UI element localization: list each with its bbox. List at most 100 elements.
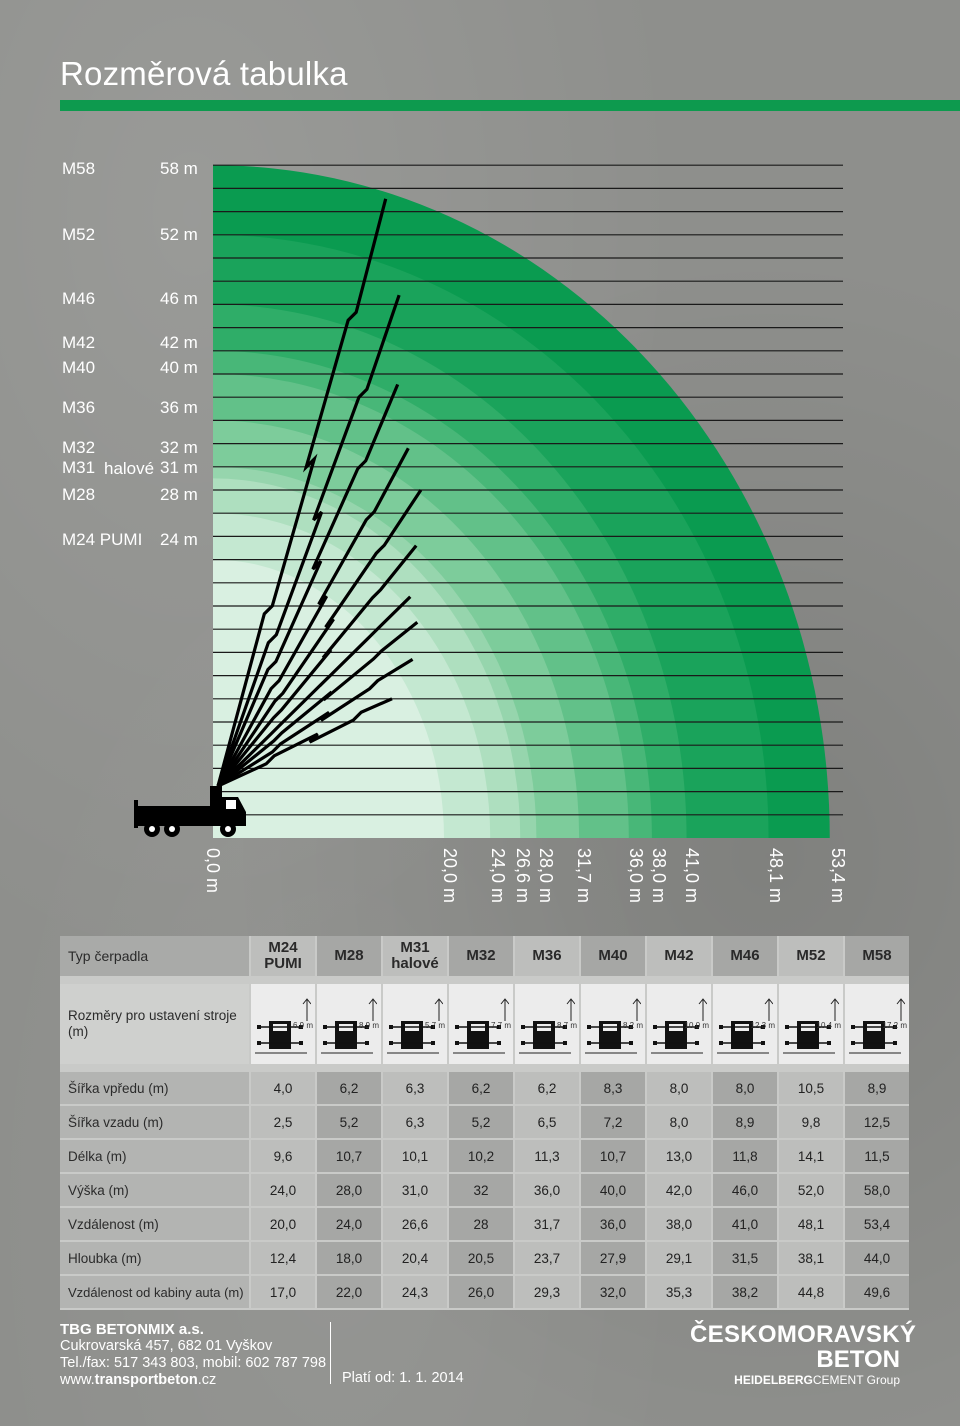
distance-label: 0,0 m [203, 848, 223, 894]
table-cell: 46,0 [711, 1173, 778, 1208]
height-labels: M58 58 m M52 52 m M46 46 m M42 42 m M40 40 m M36 36… [0, 0, 220, 600]
table-cell: 8,0 [645, 1072, 712, 1106]
footer-divider [330, 1322, 331, 1384]
distance-label: 31,7 m [574, 848, 594, 904]
table-cell: 12,5 [843, 1105, 909, 1140]
company-name: TBG BETONMIX a.s. [60, 1321, 204, 1338]
height-row: M36 36 m [62, 398, 198, 418]
company-address: Cukrovarská 457, 682 01 Vyškov [60, 1338, 273, 1354]
boom-arm [217, 657, 414, 788]
max-height: 31 m [160, 458, 198, 477]
table-cell: 10,5 [777, 1072, 844, 1106]
boom-arm [216, 198, 388, 787]
table-cell: 32,0 [579, 1275, 646, 1310]
table-row: Vzdálenost (m) 20,0 24,0 26,6 28 31,7 36,0 38,0… [60, 1207, 909, 1242]
table-cell: 6,5 [513, 1105, 580, 1140]
max-height: 52 m [160, 225, 198, 244]
pump-model: M52 [62, 225, 96, 244]
outrigger-icon: 10,0 m [647, 985, 711, 1063]
table-cell: 44,0 [843, 1241, 909, 1276]
table-row: Délka (m) 9,6 10,7 10,1 10,2 11,3 10,7 13,0 11,8… [60, 1139, 909, 1174]
table-cell: 20,5 [447, 1241, 514, 1276]
pump-model: M58 [62, 159, 96, 178]
height-row: M58 58 m [62, 159, 198, 179]
table-cell: 6,3 [381, 1072, 448, 1106]
table-cell: 24,0 [315, 1207, 382, 1242]
table-row: Vzdálenost od kabiny auta (m) 17,0 22,0 24,… [60, 1275, 909, 1310]
distance-label: 24,0 m [488, 848, 508, 904]
outrigger-span: 8,2 m [622, 1021, 643, 1030]
table-cell: 14,1 [777, 1139, 844, 1174]
pump-model: M32 [62, 438, 96, 457]
row-label: Výška (m) [60, 1173, 250, 1208]
table-cell: 20,0 [249, 1207, 316, 1242]
outrigger-icon: 17,2 m [845, 985, 909, 1063]
table-cell: 8,0 [711, 1072, 778, 1106]
company-website[interactable]: www.transportbeton.cz [60, 1372, 217, 1388]
distance-label: 26,6 m [513, 848, 533, 904]
table-header-row: Typ čerpadla M24 PUMI M28 M31 halové M32 M36 M40… [60, 936, 909, 978]
model-header: M32 [447, 936, 514, 978]
table-cell: 31,0 [381, 1173, 448, 1208]
pump-model: M31 [62, 458, 96, 477]
height-row: M52 52 m [62, 225, 198, 245]
distance-label: 36,0 m [626, 848, 646, 904]
table-cell: 8,0 [645, 1105, 712, 1140]
outrigger-icon: 8,9 m [317, 985, 381, 1063]
table-cell: 52,0 [777, 1173, 844, 1208]
table-cell: 10,2 [447, 1139, 514, 1174]
table-cell: 22,0 [315, 1275, 382, 1310]
table-cell: 31,5 [711, 1241, 778, 1276]
max-height: 46 m [160, 289, 198, 308]
max-height: 58 m [160, 159, 198, 178]
row-label: Šířka vpředu (m) [60, 1072, 250, 1106]
table-cell: 12,4 [249, 1241, 316, 1276]
table-cell: 27,9 [579, 1241, 646, 1276]
height-row: M40 40 m [62, 358, 198, 378]
height-row: M42 42 m [62, 333, 198, 353]
table-row: Hloubka (m) 12,4 18,0 20,4 20,5 23,7 27,9 29,1 3… [60, 1241, 909, 1276]
distance-label: 53,4 m [828, 848, 848, 904]
table-cell: 36,0 [579, 1207, 646, 1242]
outrigger-span: 12,3 m [750, 1021, 775, 1030]
distance-label: 41,0 m [682, 848, 702, 904]
row-label: Vzdálenost (m) [60, 1207, 250, 1242]
table-cell: 4,0 [249, 1072, 316, 1106]
height-row: M46 46 m [62, 289, 198, 309]
max-height: 32 m [160, 438, 198, 457]
pump-model-sub: halové [104, 459, 155, 478]
boom-arm [216, 595, 412, 788]
outrigger-span: 6,9 m [292, 1021, 313, 1030]
table-cell: 44,8 [777, 1275, 844, 1310]
table-cell: 29,1 [645, 1241, 712, 1276]
outrigger-icon: 5,7 m [383, 985, 447, 1063]
table-cell: 23,7 [513, 1241, 580, 1276]
table-cell: 28,0 [315, 1173, 382, 1208]
table-cell: 13,0 [645, 1139, 712, 1174]
pump-type-label: Typ čerpadla [60, 936, 250, 978]
company-phone: Tel./fax: 517 343 803, mobil: 602 787 79… [60, 1355, 327, 1371]
height-row: M31 halové 31 m [62, 458, 198, 478]
table-cell: 42,0 [645, 1173, 712, 1208]
table-cell: 5,2 [447, 1105, 514, 1140]
boom-arm [216, 294, 401, 787]
setup-label: Rozměry pro ustavení stroje (m) [60, 984, 250, 1066]
height-row: M32 32 m [62, 438, 198, 458]
pump-model: M24 PUMI [62, 530, 143, 549]
table-cell: 48,1 [777, 1207, 844, 1242]
page-title: Rozměrová tabulka [60, 55, 348, 92]
table-cell: 36,0 [513, 1173, 580, 1208]
outrigger-icon: 7,7 m [449, 985, 513, 1063]
table-cell: 38,0 [645, 1207, 712, 1242]
table-cell: 6,3 [381, 1105, 448, 1140]
table-cell: 28 [447, 1207, 514, 1242]
title-accent-bar [60, 100, 960, 111]
pump-model: M40 [62, 358, 96, 377]
model-header: M46 [711, 936, 778, 978]
model-header: M52 [777, 936, 844, 978]
table-cell: 11,8 [711, 1139, 778, 1174]
table-cell: 26,6 [381, 1207, 448, 1242]
max-height: 24 m [160, 530, 198, 549]
table-row: Výška (m) 24,0 28,0 31,0 32 36,0 40,0 42,0 46,0 5… [60, 1173, 909, 1208]
outrigger-span: 17,2 m [882, 1021, 907, 1030]
